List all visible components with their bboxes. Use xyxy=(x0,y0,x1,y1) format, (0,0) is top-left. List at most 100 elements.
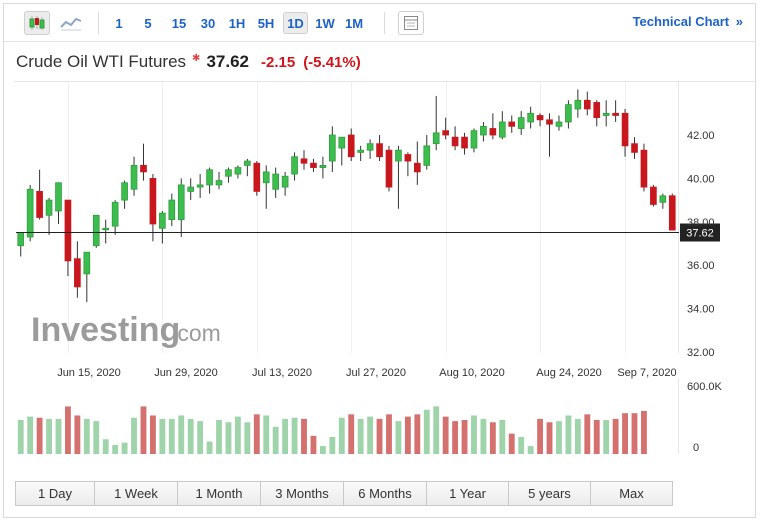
range-6-months[interactable]: 6 Months xyxy=(344,482,427,505)
candle-body xyxy=(489,128,497,136)
range-5-years[interactable]: 5 years xyxy=(509,482,591,505)
candle-down xyxy=(621,108,629,157)
volume-bar xyxy=(102,439,109,454)
candle-down xyxy=(36,169,43,220)
volume-bar xyxy=(46,418,52,454)
candle-up xyxy=(338,136,346,166)
range-3-months[interactable]: 3 Months xyxy=(261,482,344,505)
candle-down xyxy=(593,100,601,127)
volume-bar xyxy=(17,420,24,454)
volume-bar xyxy=(574,418,581,454)
candle-up xyxy=(55,182,62,224)
candle-down xyxy=(461,132,468,155)
candle-body xyxy=(244,160,251,166)
double-chevron-right-icon: » xyxy=(735,14,743,29)
candle-down xyxy=(536,113,544,127)
candle-up xyxy=(555,115,563,131)
volume-bar xyxy=(508,433,515,454)
candle-body xyxy=(149,178,157,225)
candle-up xyxy=(432,95,440,151)
candle-up xyxy=(92,214,100,248)
volume-bar xyxy=(149,415,156,454)
price-chart[interactable]: Investing .com 37.62 42.00 40.00 38.00 36.0… xyxy=(4,81,755,469)
candle-body xyxy=(612,112,619,116)
chart-toolbar: 1 5 15 30 1H 5H 1D 1W 1M Technical Chart… xyxy=(4,4,755,42)
price-axis: 42.00 40.00 38.00 36.00 34.00 32.00 xyxy=(687,130,715,359)
chart-widget: 1 5 15 30 1H 5H 1D 1W 1M Technical Chart… xyxy=(3,3,756,518)
volume-bar xyxy=(641,410,647,454)
candle-up xyxy=(659,193,667,209)
timeframe-15[interactable]: 15 xyxy=(171,15,187,31)
candle-up xyxy=(517,111,525,135)
x-tick-label: Sep 7, 2020 xyxy=(617,367,676,379)
candle-body xyxy=(366,143,374,151)
toolbar-divider xyxy=(98,12,99,34)
settings-panel-icon[interactable] xyxy=(398,11,424,35)
candle-down xyxy=(310,158,317,172)
candle-body xyxy=(480,125,487,136)
volume-bar xyxy=(527,446,534,454)
volume-bar xyxy=(168,418,175,454)
candle-up xyxy=(206,167,213,194)
technical-chart-link[interactable]: Technical Chart » xyxy=(633,14,743,29)
timeframe-30[interactable]: 30 xyxy=(200,15,216,31)
candle-up xyxy=(423,135,431,170)
timeframe-1h[interactable]: 1H xyxy=(228,15,246,31)
range-max[interactable]: Max xyxy=(591,482,672,505)
timeframe-1d[interactable]: 1D xyxy=(283,12,308,34)
candle-body xyxy=(470,130,478,149)
candle-up xyxy=(225,167,232,183)
candle-body xyxy=(177,184,185,221)
candle-up xyxy=(498,111,506,140)
candle-body xyxy=(26,188,34,238)
candlestick-icon[interactable] xyxy=(24,11,50,35)
date-axis: Jun 15, 2020 Jun 29, 2020 Jul 13, 2020 Jul … xyxy=(57,367,676,379)
candle-down xyxy=(612,100,619,122)
candle-up xyxy=(244,158,251,177)
x-tick-label: Aug 10, 2020 xyxy=(439,367,504,379)
line-chart-icon[interactable] xyxy=(58,11,84,35)
volume-bar xyxy=(546,422,553,454)
candle-up xyxy=(17,232,25,257)
candle-down xyxy=(376,135,383,162)
range-1-week[interactable]: 1 Week xyxy=(95,482,178,505)
timeframe-1[interactable]: 1 xyxy=(115,15,123,31)
timeframe-1m[interactable]: 1M xyxy=(344,15,364,31)
volume-bar xyxy=(404,416,411,454)
range-1-year[interactable]: 1 Year xyxy=(427,482,509,505)
volume-bar xyxy=(272,426,279,454)
candle-up xyxy=(234,165,242,179)
timeframe-1w[interactable]: 1W xyxy=(315,15,335,31)
candle-body xyxy=(574,99,582,110)
timeframe-5[interactable]: 5 xyxy=(144,15,152,31)
candle-body xyxy=(583,99,591,110)
last-price-tag xyxy=(680,223,720,242)
volume-bar xyxy=(461,420,468,454)
candle-body xyxy=(602,112,610,116)
candle-body xyxy=(640,149,648,188)
range-1-month[interactable]: 1 Month xyxy=(178,482,261,505)
candle-down xyxy=(149,174,157,242)
candle-body xyxy=(442,130,449,136)
candle-body xyxy=(300,158,308,164)
candle-body xyxy=(281,175,289,188)
candle-body xyxy=(111,201,119,227)
volume-bar xyxy=(27,416,34,454)
candle-body xyxy=(92,214,100,247)
candle-body xyxy=(74,258,81,288)
candle-body xyxy=(319,164,327,168)
candle-up xyxy=(187,178,195,201)
volume-bar xyxy=(414,414,421,454)
candle-down xyxy=(404,152,412,177)
candle-body xyxy=(338,136,346,149)
range-1-day[interactable]: 1 Day xyxy=(16,482,95,505)
candle-up xyxy=(121,180,128,209)
candle-up xyxy=(83,251,91,303)
candle-body xyxy=(508,121,516,127)
candle-body xyxy=(225,169,232,177)
candle-body xyxy=(432,132,440,145)
volume-bar xyxy=(131,417,137,454)
candle-body xyxy=(527,112,534,123)
candle-down xyxy=(64,199,72,277)
timeframe-5h[interactable]: 5H xyxy=(257,15,275,31)
